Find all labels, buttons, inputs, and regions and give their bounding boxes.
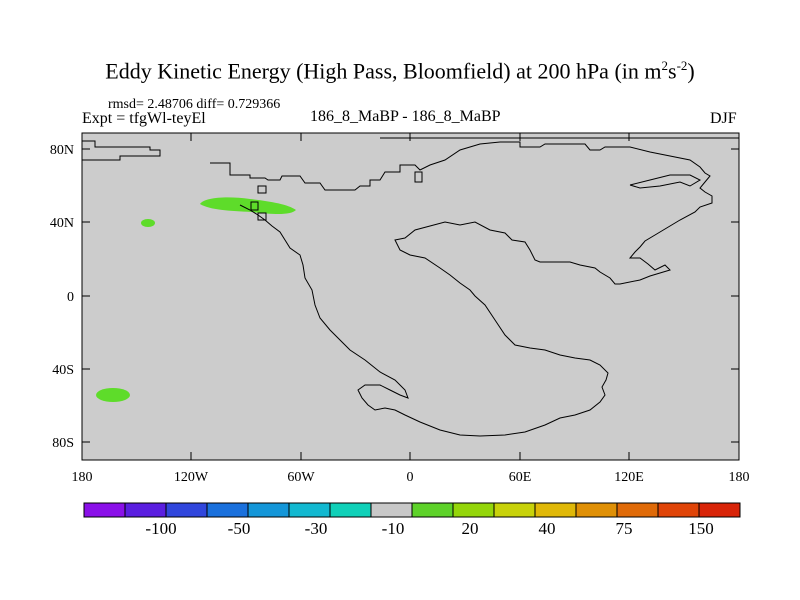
colorbar-swatch bbox=[657, 502, 700, 518]
lat-label-0: 0 bbox=[67, 290, 74, 305]
colorbar-swatch bbox=[452, 502, 495, 518]
north-america-coast bbox=[210, 141, 713, 437]
season-label: DJF bbox=[710, 110, 737, 127]
colorbar-swatch bbox=[247, 502, 290, 518]
colorbar-swatch bbox=[165, 502, 208, 518]
lon-label-180e: 180 bbox=[729, 470, 750, 485]
east-asia-coast bbox=[629, 174, 702, 189]
lon-label-120e: 120E bbox=[614, 470, 644, 485]
colorbar-label: -10 bbox=[382, 519, 405, 538]
lat-label-80s: 80S bbox=[52, 436, 74, 451]
lat-label-40n: 40N bbox=[50, 216, 74, 231]
coastlines bbox=[82, 137, 739, 437]
lon-label-120w: 120W bbox=[174, 470, 209, 485]
colorbar-swatch bbox=[370, 502, 413, 518]
colorbar-swatch bbox=[288, 502, 331, 518]
colorbar-label: -30 bbox=[305, 519, 328, 538]
lon-label-60e: 60E bbox=[509, 470, 532, 485]
colorbar-swatch bbox=[206, 502, 249, 518]
anomaly-central-pacific bbox=[141, 219, 155, 227]
colorbar-label: 20 bbox=[462, 519, 479, 538]
rmsd-diff-stats: rmsd= 2.48706 diff= 0.729366 bbox=[108, 97, 281, 112]
lon-label-180w: 180 bbox=[72, 470, 93, 485]
axis-ticks bbox=[81, 133, 740, 460]
grid-cell-box bbox=[250, 201, 259, 211]
arctic-canada-coast bbox=[82, 140, 161, 161]
positive-anomaly-regions bbox=[96, 197, 296, 402]
lon-label-0: 0 bbox=[407, 470, 414, 485]
colorbar-label: 150 bbox=[688, 519, 714, 538]
colorbar-label: -50 bbox=[228, 519, 251, 538]
alaska-coast bbox=[257, 185, 267, 194]
colorbar-label: 75 bbox=[616, 519, 633, 538]
anomaly-south-pacific bbox=[96, 388, 130, 402]
colorbar-swatch bbox=[411, 502, 454, 518]
lat-label-80n: 80N bbox=[50, 143, 74, 158]
lat-label-40s: 40S bbox=[52, 363, 74, 378]
colorbar-swatch bbox=[329, 502, 372, 518]
colorbar-swatch bbox=[616, 502, 659, 518]
colorbar-swatch bbox=[534, 502, 577, 518]
colorbar-label: -100 bbox=[145, 519, 176, 538]
colorbar-swatch bbox=[493, 502, 536, 518]
colorbar-swatch bbox=[575, 502, 618, 518]
map-panel bbox=[82, 133, 739, 460]
colorbar-label: 40 bbox=[539, 519, 556, 538]
colorbar-swatch bbox=[698, 502, 741, 518]
colorbar bbox=[83, 502, 741, 518]
anomaly-north-pacific bbox=[200, 197, 296, 214]
colorbar-swatch bbox=[83, 502, 126, 518]
comparison-label: 186_8_MaBP - 186_8_MaBP bbox=[310, 108, 501, 125]
map-title: Eddy Kinetic Energy (High Pass, Bloomfie… bbox=[105, 58, 695, 84]
lon-label-60w: 60W bbox=[287, 470, 315, 485]
colorbar-swatch bbox=[124, 502, 167, 518]
gulf-coast bbox=[257, 212, 267, 221]
experiment-label: Expt = tfgWl-teyEl bbox=[82, 110, 206, 127]
europe-coast bbox=[414, 171, 423, 183]
